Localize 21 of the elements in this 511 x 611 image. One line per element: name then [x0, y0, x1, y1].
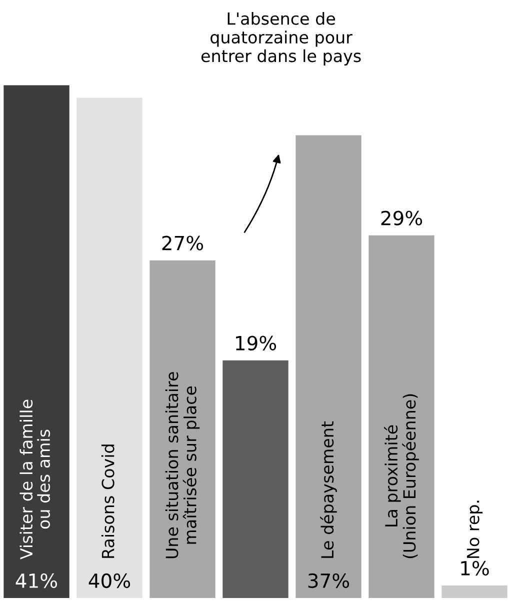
data-label: 41%	[16, 573, 58, 588]
bar	[76, 98, 142, 598]
x-tick-label: No rep.	[466, 500, 483, 558]
bar	[368, 235, 434, 598]
data-label: 40%	[88, 573, 130, 588]
data-label: 1%	[461, 560, 489, 576]
x-tick-label: Une situation sanitaire maîtrisée sur place	[165, 372, 200, 558]
bar	[222, 360, 288, 598]
data-label: 19%	[236, 336, 276, 350]
x-tick-label: Le dépaysement	[320, 421, 337, 558]
bar	[442, 585, 508, 598]
bar	[150, 260, 216, 598]
x-tick-label: Visiter de la famille ou des amis	[20, 400, 50, 560]
bar	[4, 85, 70, 598]
bar	[296, 135, 362, 598]
x-tick-label: Raisons Covid	[101, 444, 114, 558]
x-tick-label: La proximité (Union Européenne)	[384, 394, 419, 558]
x-tick-label: L'absence de quatorzaine pour entrer dans le pays	[201, 12, 361, 66]
data-label: 29%	[381, 210, 422, 226]
data-label: 37%	[308, 573, 350, 588]
data-label: 27%	[162, 236, 204, 250]
